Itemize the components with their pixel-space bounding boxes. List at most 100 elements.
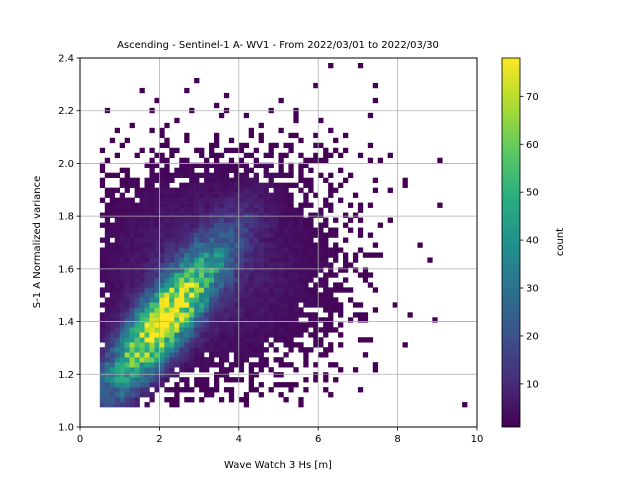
heatmap-cell (298, 277, 304, 283)
heatmap-cell (318, 212, 324, 218)
heatmap-cell (308, 242, 314, 248)
heatmap-cell (293, 252, 299, 258)
heatmap-cell (129, 317, 135, 323)
heatmap-cell (209, 282, 215, 288)
heatmap-cell (174, 262, 180, 268)
heatmap-cell (288, 327, 294, 333)
heatmap-cell (223, 92, 230, 99)
heatmap-cell (387, 217, 393, 223)
heatmap-cell (114, 292, 120, 298)
heatmap-cell (159, 207, 165, 213)
heatmap-cell (318, 237, 324, 243)
heatmap-cell (288, 282, 294, 288)
heatmap-cell (233, 187, 240, 193)
heatmap-cell (228, 167, 235, 173)
heatmap-cell (213, 222, 220, 228)
heatmap-cell (303, 357, 309, 363)
heatmap-cell (204, 187, 210, 193)
heatmap-cell (248, 252, 254, 258)
heatmap-cell (184, 222, 190, 228)
heatmap-cell (154, 192, 160, 198)
heatmap-cell (184, 232, 190, 238)
heatmap-cell (263, 192, 269, 198)
heatmap-cell (209, 352, 215, 358)
heatmap-cell (119, 282, 125, 288)
heatmap-cell (263, 207, 269, 213)
heatmap-cell (248, 242, 254, 248)
heatmap-cell (283, 232, 289, 238)
heatmap-cell (124, 387, 130, 393)
heatmap-cell (174, 187, 180, 193)
heatmap-cell (238, 202, 245, 208)
heatmap-cell (243, 252, 250, 258)
heatmap-cell (248, 367, 254, 373)
heatmap-cell (209, 162, 215, 169)
heatmap-cell (144, 272, 150, 278)
heatmap-cell (184, 292, 190, 298)
heatmap-cell (263, 187, 269, 193)
heatmap-cell (313, 152, 319, 159)
heatmap-cell (169, 387, 175, 393)
heatmap-cell (139, 287, 145, 293)
heatmap-cell (402, 342, 408, 348)
heatmap-cell (248, 327, 254, 333)
heatmap-cell (129, 342, 135, 348)
heatmap-cell (323, 252, 329, 258)
heatmap-cell (114, 362, 120, 368)
heatmap-cell (174, 227, 180, 233)
heatmap-cell (144, 282, 150, 288)
heatmap-cell (288, 322, 294, 328)
heatmap-cell (293, 237, 299, 243)
heatmap-cell (194, 292, 200, 298)
heatmap-cell (174, 347, 180, 353)
heatmap-cell (293, 262, 299, 268)
heatmap-cell (154, 287, 160, 293)
heatmap-cell (243, 192, 250, 198)
heatmap-cell (367, 252, 374, 258)
heatmap-cell (213, 102, 220, 109)
heatmap-cell (124, 302, 130, 308)
heatmap-cell (273, 312, 279, 318)
heatmap-cell (149, 172, 155, 178)
heatmap-cell (213, 332, 220, 338)
heatmap-cell (149, 337, 155, 343)
heatmap-cell (298, 327, 304, 333)
heatmap-cell (194, 352, 200, 358)
heatmap-cell (184, 362, 190, 368)
heatmap-cell (402, 182, 408, 188)
heatmap-cell (159, 362, 165, 368)
heatmap-cell (184, 247, 190, 253)
heatmap-cell (209, 342, 215, 348)
heatmap-cell (293, 292, 299, 298)
heatmap-cell (194, 317, 200, 323)
heatmap-cell (169, 352, 175, 358)
heatmap-cell (293, 332, 299, 338)
heatmap-cell (149, 307, 155, 313)
heatmap-cell (273, 197, 279, 203)
heatmap-cell (134, 292, 140, 298)
heatmap-cell (213, 162, 220, 169)
heatmap-cell (154, 277, 160, 283)
heatmap-cell (154, 267, 160, 273)
heatmap-cell (209, 212, 215, 218)
heatmap-cell (248, 247, 254, 253)
heatmap-cell (204, 327, 210, 333)
heatmap-cell (114, 317, 120, 323)
heatmap-cell (243, 257, 250, 263)
heatmap-cell (228, 227, 235, 233)
heatmap-cell (243, 272, 250, 278)
heatmap-cell (218, 342, 225, 348)
heatmap-cell (209, 232, 215, 238)
heatmap-cell (273, 317, 279, 323)
heatmap-cell (243, 317, 250, 323)
heatmap-cell (313, 247, 319, 253)
heatmap-cell (179, 212, 185, 218)
heatmap-cell (119, 267, 125, 273)
heatmap-cell (347, 317, 354, 323)
heatmap-cell (189, 192, 195, 198)
heatmap-cell (154, 262, 160, 268)
heatmap-cell (164, 387, 170, 393)
heatmap-cell (169, 307, 175, 313)
heatmap-cell (159, 352, 165, 358)
heatmap-cell (189, 397, 195, 403)
